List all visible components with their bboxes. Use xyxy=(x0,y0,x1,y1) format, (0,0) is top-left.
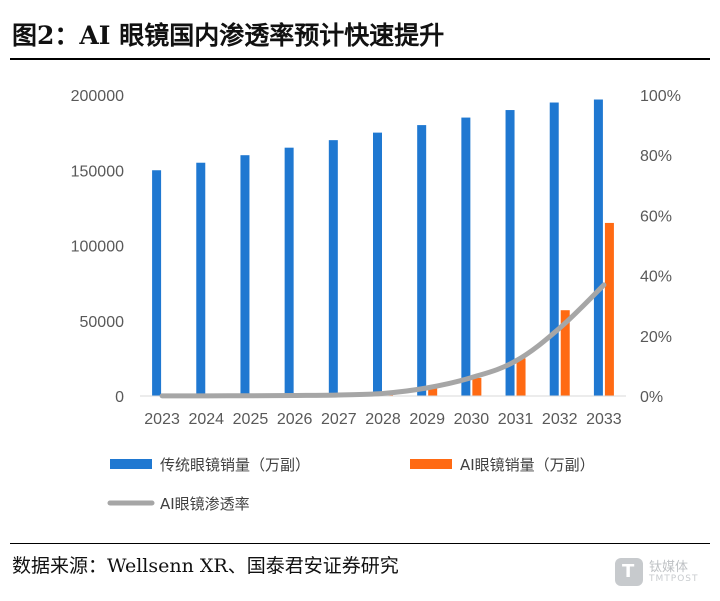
x-tick-label: 2024 xyxy=(188,411,224,428)
x-tick-label: 2029 xyxy=(409,411,445,428)
x-tick-label: 2032 xyxy=(542,411,578,428)
y-right-tick-label: 80% xyxy=(640,148,672,165)
watermark-brand-cn: 钛媒体 xyxy=(649,560,689,575)
bar-traditional xyxy=(549,102,559,397)
y-left-tick-label: 200000 xyxy=(71,88,124,105)
x-tick-label: 2023 xyxy=(144,411,180,428)
bar-traditional xyxy=(196,162,206,396)
legend-label-rate: AI眼镜渗透率 xyxy=(160,495,250,513)
bar-traditional xyxy=(328,140,338,396)
tmtpost-watermark: T 钛媒体 TMTPOST xyxy=(615,556,715,590)
x-tick-label: 2031 xyxy=(498,411,534,428)
bar-traditional xyxy=(505,110,515,397)
legend-swatch-traditional xyxy=(110,459,152,469)
bar-ai xyxy=(472,377,482,396)
y-left-tick-label: 0 xyxy=(115,389,124,406)
watermark-brand-en: TMTPOST xyxy=(649,574,699,584)
y-left-tick-label: 150000 xyxy=(71,163,124,180)
y-right-tick-label: 0% xyxy=(640,389,663,406)
figure-title: 图2：AI 眼镜国内渗透率预计快速提升 xyxy=(12,21,445,50)
bar-traditional xyxy=(240,155,250,396)
tmtpost-logo-letter: T xyxy=(622,561,635,582)
bar-ai xyxy=(428,388,438,396)
x-tick-label: 2030 xyxy=(454,411,490,428)
x-tick-label: 2033 xyxy=(586,411,622,428)
y-left-tick-label: 100000 xyxy=(71,239,124,256)
x-tick-label: 2026 xyxy=(277,411,313,428)
y-right-tick-label: 60% xyxy=(640,208,672,225)
y-left-tick-label: 50000 xyxy=(80,314,125,331)
legend-label-traditional: 传统眼镜销量（万副） xyxy=(160,456,310,474)
y-right-tick-label: 40% xyxy=(640,269,672,286)
bar-traditional xyxy=(373,132,382,396)
legend-swatch-ai xyxy=(410,459,452,469)
x-tick-label: 2028 xyxy=(365,411,401,428)
bar-ai xyxy=(604,222,614,396)
bar-traditional xyxy=(461,117,471,396)
chart: 0 50000 100000 150000 200000 0% 20% 40% 60% 80% 10… xyxy=(71,88,681,513)
y-right-tick-label: 20% xyxy=(640,329,672,346)
bar-traditional xyxy=(417,125,427,396)
legend-label-ai: AI眼镜销量（万副） xyxy=(460,456,595,474)
figure-header: 图2：AI 眼镜国内渗透率预计快速提升 xyxy=(10,14,710,60)
bar-ai xyxy=(516,358,526,396)
x-tick-label: 2027 xyxy=(321,411,357,428)
bar-traditional xyxy=(152,170,162,396)
bar-traditional xyxy=(593,99,603,396)
x-tick-label: 2025 xyxy=(233,411,269,428)
line-penetration-rate xyxy=(159,282,607,399)
bar-traditional xyxy=(284,147,294,396)
data-source: 数据来源：Wellsenn XR、国泰君安证券研究 xyxy=(12,555,399,577)
y-right-tick-label: 100% xyxy=(640,88,681,105)
source-divider xyxy=(10,543,710,544)
bar-ai xyxy=(560,310,570,396)
tmtpost-logo-icon: T xyxy=(615,558,643,586)
